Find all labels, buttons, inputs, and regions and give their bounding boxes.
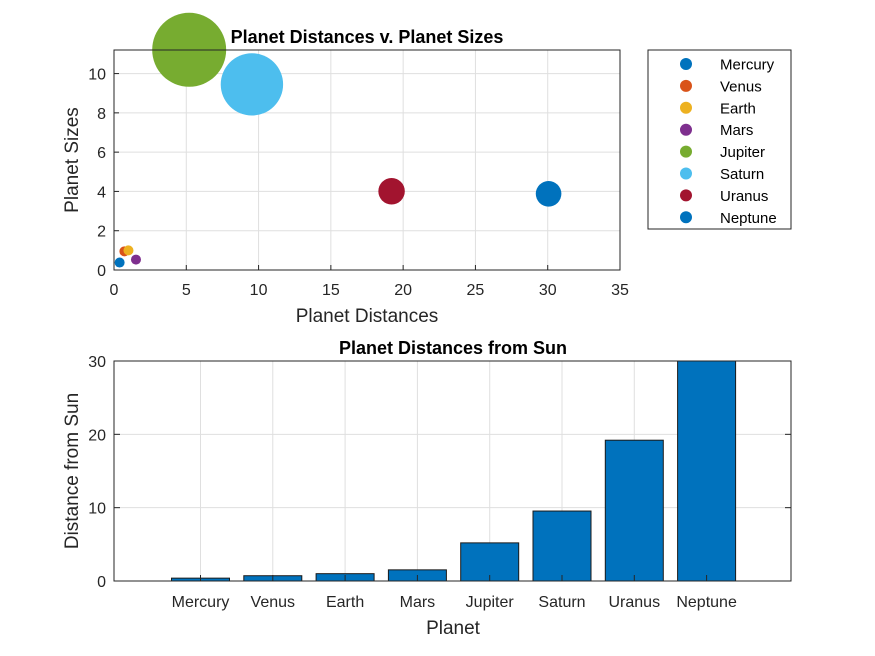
- bar-x-tick-label: Neptune: [676, 594, 737, 611]
- scatter-x-tick-label: 10: [250, 282, 268, 299]
- scatter-point-saturn: [220, 53, 284, 116]
- bar-y-label: Distance from Sun: [62, 393, 83, 549]
- scatter-title: Planet Distances v. Planet Sizes: [231, 27, 504, 47]
- scatter-x-tick-label: 35: [611, 282, 629, 299]
- bar-x-tick-label: Mars: [400, 594, 436, 611]
- legend-marker-earth: [680, 101, 692, 114]
- bar-x-ticks: Mercury Venus Earth Mars Jupiter Saturn Uranus…: [172, 575, 737, 611]
- scatter-y-tick-label: 2: [97, 224, 106, 241]
- scatter-x-tick-label: 20: [394, 282, 412, 299]
- scatter-y-tick-label: 8: [97, 106, 106, 123]
- legend-marker-neptune: [680, 211, 692, 224]
- bar-neptune: [677, 360, 737, 582]
- scatter-x-ticks: 0 5 10 15 20 25 30 35: [110, 265, 629, 299]
- scatter-x-tick-label: 15: [322, 282, 340, 299]
- scatter-y-tick-label: 6: [97, 145, 106, 162]
- scatter-x-tick-label: 25: [467, 282, 485, 299]
- bar-title: Planet Distances from Sun: [339, 338, 567, 358]
- bar-y-ticks: 0 10 20 30: [88, 354, 791, 591]
- bar-saturn: [532, 510, 592, 582]
- bar-x-tick-label: Mercury: [172, 594, 230, 611]
- legend-entry-saturn: Saturn: [720, 166, 764, 183]
- legend-entry-venus: Venus: [720, 78, 762, 95]
- legend: Mercury Venus Earth Mars Jupiter Saturn Uranus…: [647, 49, 792, 230]
- scatter-plot-area: [114, 50, 620, 270]
- bar-axes-box: [113, 360, 792, 582]
- bar-x-tick-label: Saturn: [538, 594, 585, 611]
- legend-marker-venus: [680, 79, 692, 92]
- bar-uranus: [604, 439, 664, 582]
- bar-x-tick-label: Earth: [326, 594, 364, 611]
- scatter-y-tick-label: 10: [88, 67, 106, 84]
- scatter-y-ticks: 0 2 4 6 8 10: [88, 67, 119, 280]
- bar-x-tick-label: Jupiter: [466, 594, 515, 611]
- scatter-point-neptune: [535, 180, 562, 207]
- legend-box: [647, 49, 792, 230]
- scatter-point-earth: [123, 245, 134, 256]
- legend-entry-jupiter: Jupiter: [720, 144, 765, 161]
- bar-y-tick-label: 20: [88, 427, 106, 444]
- scatter-x-tick-label: 0: [110, 282, 119, 299]
- scatter-x-tick-label: 30: [539, 282, 557, 299]
- scatter-x-label: Planet Distances: [296, 306, 439, 327]
- legend-entry-mercury: Mercury: [720, 57, 775, 74]
- scatter-y-label: Planet Sizes: [62, 107, 83, 213]
- legend-marker-mercury: [680, 58, 692, 70]
- legend-marker-uranus: [680, 189, 692, 202]
- scatter-y-tick-label: 0: [97, 263, 106, 280]
- bar-x-tick-label: Venus: [251, 594, 295, 611]
- scatter-x-tick-label: 5: [182, 282, 191, 299]
- scatter-axes: 0 5 10 15 20 25 30 35 0 2 4 6 8 10 Planet Distances …: [62, 12, 629, 327]
- legend-entry-neptune: Neptune: [720, 210, 777, 227]
- bar-y-tick-label: 10: [88, 501, 106, 518]
- scatter-point-uranus: [378, 177, 405, 205]
- legend-marker-jupiter: [680, 145, 692, 158]
- scatter-axes-box: [113, 49, 621, 271]
- scatter-point-mars: [130, 254, 141, 265]
- bar-y-tick-label: 30: [88, 354, 106, 371]
- legend-entry-earth: Earth: [720, 100, 756, 117]
- bar-x-tick-label: Uranus: [609, 594, 661, 611]
- bar-jupiter: [460, 542, 520, 582]
- bar-x-label: Planet: [426, 618, 481, 639]
- bar-axes: Mercury Venus Earth Mars Jupiter Saturn Uranus…: [62, 338, 792, 639]
- legend-marker-saturn: [680, 167, 692, 180]
- legend-marker-mars: [680, 123, 692, 136]
- scatter-y-tick-label: 4: [97, 184, 106, 201]
- legend-entry-mars: Mars: [720, 122, 753, 139]
- legend-entry-uranus: Uranus: [720, 188, 768, 205]
- bar-y-tick-label: 0: [97, 574, 106, 591]
- scatter-point-mercury: [114, 257, 125, 268]
- scatter-points: [114, 12, 562, 268]
